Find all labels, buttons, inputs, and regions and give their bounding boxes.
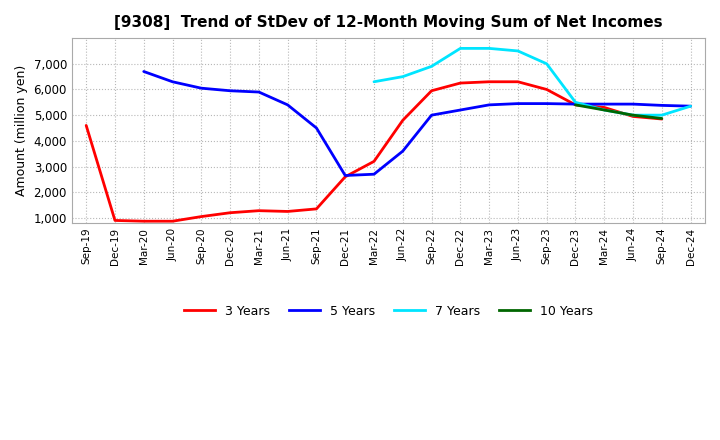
10 Years [629, 113, 637, 118]
5 Years [197, 85, 206, 91]
3 Years [600, 105, 608, 110]
Title: [9308]  Trend of StDev of 12-Month Moving Sum of Net Incomes: [9308] Trend of StDev of 12-Month Moving… [114, 15, 662, 30]
3 Years [312, 206, 321, 212]
5 Years [312, 125, 321, 131]
5 Years [284, 102, 292, 107]
5 Years [513, 101, 522, 106]
3 Years [657, 116, 666, 121]
Line: 10 Years: 10 Years [575, 105, 662, 118]
3 Years [456, 81, 464, 86]
3 Years [140, 219, 148, 224]
5 Years [341, 173, 349, 178]
7 Years [629, 113, 637, 118]
7 Years [657, 113, 666, 118]
5 Years [571, 102, 580, 107]
3 Years [427, 88, 436, 93]
3 Years [255, 208, 264, 213]
Line: 5 Years: 5 Years [144, 71, 690, 176]
3 Years [513, 79, 522, 84]
5 Years [427, 113, 436, 118]
3 Years [284, 209, 292, 214]
5 Years [369, 172, 378, 177]
5 Years [456, 107, 464, 113]
3 Years [168, 219, 177, 224]
Legend: 3 Years, 5 Years, 7 Years, 10 Years: 3 Years, 5 Years, 7 Years, 10 Years [179, 300, 598, 323]
5 Years [168, 79, 177, 84]
5 Years [140, 69, 148, 74]
3 Years [369, 159, 378, 164]
3 Years [485, 79, 493, 84]
7 Years [427, 64, 436, 69]
7 Years [398, 74, 407, 79]
10 Years [657, 116, 666, 121]
7 Years [456, 46, 464, 51]
10 Years [571, 102, 580, 107]
Line: 7 Years: 7 Years [374, 48, 690, 115]
3 Years [542, 87, 551, 92]
3 Years [226, 210, 235, 215]
5 Years [255, 89, 264, 95]
3 Years [111, 218, 120, 223]
5 Years [629, 102, 637, 107]
7 Years [369, 79, 378, 84]
5 Years [226, 88, 235, 93]
5 Years [398, 148, 407, 154]
Y-axis label: Amount (million yen): Amount (million yen) [15, 65, 28, 196]
5 Years [485, 102, 493, 107]
10 Years [600, 107, 608, 113]
3 Years [571, 102, 580, 107]
7 Years [571, 100, 580, 105]
3 Years [341, 174, 349, 180]
7 Years [686, 103, 695, 109]
7 Years [600, 107, 608, 113]
3 Years [398, 117, 407, 123]
3 Years [197, 214, 206, 219]
5 Years [600, 102, 608, 107]
7 Years [542, 61, 551, 66]
5 Years [657, 103, 666, 108]
7 Years [513, 48, 522, 54]
7 Years [485, 46, 493, 51]
Line: 3 Years: 3 Years [86, 82, 662, 221]
5 Years [542, 101, 551, 106]
3 Years [629, 114, 637, 119]
5 Years [686, 103, 695, 109]
3 Years [82, 123, 91, 128]
